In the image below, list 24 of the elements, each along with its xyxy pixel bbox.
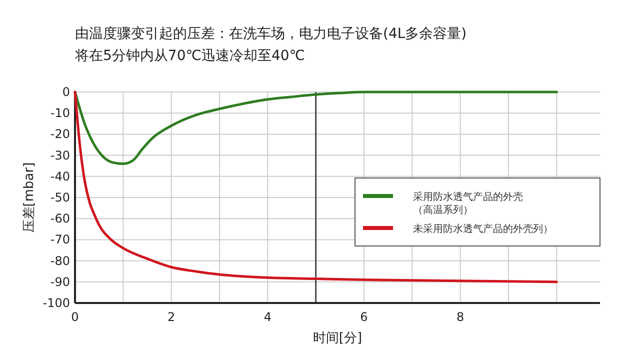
y-axis-title: 压差[mbar] (22, 162, 37, 233)
line-series (74, 90, 558, 284)
y-tick-label: 0 (62, 85, 70, 99)
line-series (74, 90, 558, 165)
chart-title: 由温度骤变引起的压差：在洗车场，电力电子设备(4L多余容量) (75, 26, 467, 42)
y-tick-label: -20 (50, 127, 70, 142)
y-tick-label: -90 (50, 274, 70, 289)
legend-label: 未采用防水透气产品的外壳列） (413, 223, 553, 235)
x-tick-label: 0 (71, 310, 79, 324)
y-tick-label: -70 (50, 232, 70, 247)
y-tick-label: -50 (50, 190, 70, 204)
y-tick-label: -30 (50, 148, 70, 162)
y-tick-label: -40 (50, 169, 70, 184)
y-tick-label: -10 (50, 106, 70, 120)
y-tick-label: -80 (50, 254, 70, 268)
x-axis-title: 时间[分] (312, 331, 362, 346)
x-tick-label: 4 (264, 310, 272, 324)
legend-label: 采用防水透气产品的外壳（高温系列） (413, 191, 523, 216)
x-tick-label: 6 (360, 310, 368, 324)
y-tick-label: -100 (42, 296, 70, 310)
chart-subtitle: 将在5分钟内从70℃迅速冷却至40℃ (74, 48, 305, 64)
x-tick-label: 8 (456, 310, 464, 324)
y-tick-label: -60 (50, 212, 70, 226)
x-tick-label: 2 (168, 310, 176, 324)
